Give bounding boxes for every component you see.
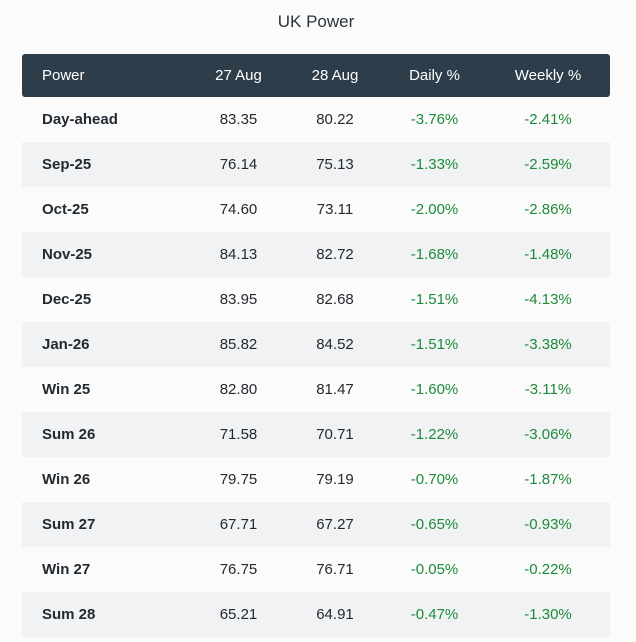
table-row: Day-ahead 83.35 80.22 -3.76% -2.41% [22, 97, 610, 142]
row-label: Day-ahead [42, 111, 118, 128]
price-28-aug: 82.72 [316, 246, 354, 263]
price-27-aug: 67.71 [219, 516, 258, 533]
price-28-aug: 75.13 [316, 156, 354, 173]
table-row: Jan-26 85.82 84.52 -1.51% -3.38% [22, 322, 610, 367]
row-label: Win 25 [42, 381, 91, 398]
row-label: Nov-25 [42, 246, 93, 263]
daily-change: -3.76% [410, 111, 459, 128]
table-row: Sum 28 65.21 64.91 -0.47% -1.30% [22, 592, 610, 637]
price-27-aug: 83.35 [219, 111, 258, 128]
daily-change: -2.00% [410, 201, 459, 218]
weekly-change: -1.87% [524, 471, 572, 488]
daily-change: -0.65% [410, 516, 459, 533]
price-28-aug: 76.71 [316, 561, 354, 578]
price-28-aug: 67.27 [316, 516, 354, 533]
price-28-aug: 81.47 [316, 381, 354, 398]
table-row: Oct-25 74.60 73.11 -2.00% -2.86% [22, 187, 610, 232]
weekly-change: -3.11% [524, 381, 572, 398]
row-label: Win 26 [42, 471, 91, 488]
weekly-change: -4.13% [524, 291, 572, 308]
price-27-aug: 84.13 [219, 246, 258, 263]
price-28-aug: 64.91 [316, 606, 354, 623]
table-row: Sum 26 71.58 70.71 -1.22% -3.06% [22, 412, 610, 457]
price-27-aug: 76.75 [219, 561, 258, 578]
price-28-aug: 84.52 [316, 336, 354, 353]
price-27-aug: 74.60 [219, 201, 258, 218]
daily-change: -1.60% [410, 381, 459, 398]
row-label: Sum 27 [42, 516, 96, 533]
row-label: Oct-25 [42, 201, 89, 218]
table-header: Power 27 Aug 28 Aug Daily % Weekly % [22, 54, 610, 97]
weekly-change: -1.48% [524, 246, 572, 263]
weekly-change: -0.22% [524, 561, 572, 578]
price-28-aug: 79.19 [316, 471, 354, 488]
table-row: Win 27 76.75 76.71 -0.05% -0.22% [22, 547, 610, 592]
row-label: Sep-25 [42, 156, 92, 173]
header-power: Power [42, 67, 85, 84]
table-row: Win 25 82.80 81.47 -1.60% -3.11% [22, 367, 610, 412]
weekly-change: -2.86% [524, 201, 572, 218]
daily-change: -1.51% [410, 291, 459, 308]
header-27-aug: 27 Aug [215, 67, 262, 84]
table-row: Sum 27 67.71 67.27 -0.65% -0.93% [22, 502, 610, 547]
price-27-aug: 83.95 [219, 291, 258, 308]
header-28-aug: 28 Aug [311, 67, 359, 84]
table-row: Dec-25 83.95 82.68 -1.51% -4.13% [22, 277, 610, 322]
daily-change: -0.05% [410, 561, 459, 578]
price-28-aug: 82.68 [316, 291, 354, 308]
table-row: Sep-25 76.14 75.13 -1.33% -2.59% [22, 142, 610, 187]
weekly-change: -2.41% [524, 111, 572, 128]
daily-change: -0.47% [410, 606, 459, 623]
daily-change: -1.51% [410, 336, 459, 353]
weekly-change: -3.06% [524, 426, 572, 443]
price-28-aug: 73.11 [316, 201, 354, 218]
weekly-change: -1.30% [524, 606, 572, 623]
row-label: Dec-25 [42, 291, 92, 308]
weekly-change: -0.93% [524, 516, 572, 533]
table-row: Win 26 79.75 79.19 -0.70% -1.87% [22, 457, 610, 502]
power-table: Power 27 Aug 28 Aug Daily % Weekly % Day… [22, 54, 610, 637]
price-27-aug: 65.21 [219, 606, 258, 623]
page-title: UK Power [277, 12, 355, 31]
row-label: Sum 28 [42, 606, 96, 623]
price-28-aug: 70.71 [316, 426, 354, 443]
daily-change: -0.70% [410, 471, 459, 488]
header-daily-pct: Daily % [409, 67, 460, 84]
daily-change: -1.33% [410, 156, 459, 173]
daily-change: -1.22% [410, 426, 459, 443]
row-label: Jan-26 [42, 336, 90, 353]
price-27-aug: 71.58 [219, 426, 258, 443]
price-28-aug: 80.22 [316, 111, 354, 128]
header-weekly-pct: Weekly % [514, 67, 582, 84]
price-27-aug: 79.75 [219, 471, 258, 488]
row-label: Win 27 [42, 561, 91, 578]
weekly-change: -3.38% [524, 336, 572, 353]
weekly-change: -2.59% [524, 156, 572, 173]
price-27-aug: 85.82 [219, 336, 258, 353]
daily-change: -1.68% [410, 246, 459, 263]
row-label: Sum 26 [42, 426, 96, 443]
price-27-aug: 82.80 [219, 381, 258, 398]
price-27-aug: 76.14 [219, 156, 258, 173]
table-row: Nov-25 84.13 82.72 -1.68% -1.48% [22, 232, 610, 277]
